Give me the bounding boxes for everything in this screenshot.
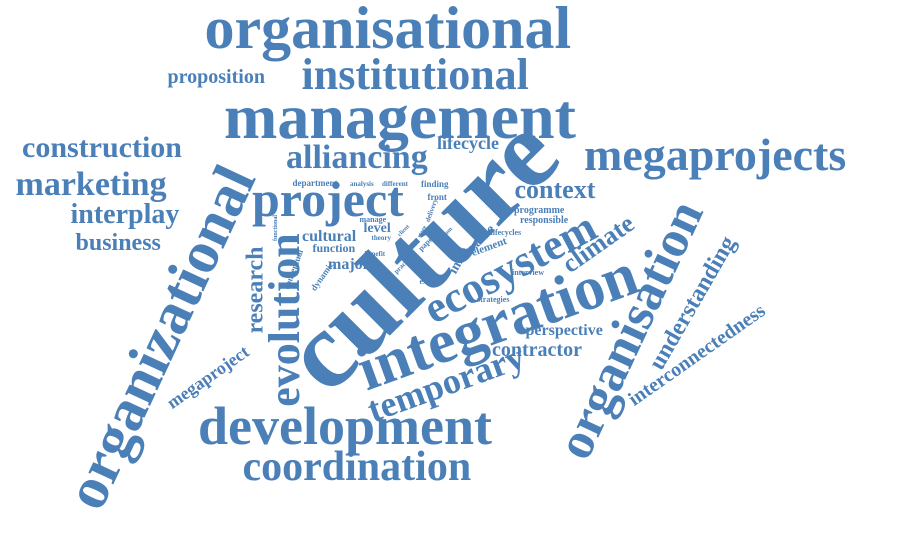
- word-manage: manage: [359, 215, 387, 224]
- word-finding: finding: [421, 178, 449, 189]
- word-level: level: [363, 221, 391, 236]
- word-analysis: analysis: [350, 179, 374, 188]
- word-institutional: institutional: [301, 50, 529, 99]
- word-proposition: proposition: [167, 66, 265, 88]
- word-perspective: perspective: [525, 322, 603, 339]
- word-extent: extent: [419, 277, 441, 286]
- word-different: different: [382, 179, 408, 188]
- word-construction: construction: [22, 131, 182, 164]
- word-cultural: cultural: [302, 228, 357, 245]
- word-management: management: [224, 81, 576, 152]
- word-context: context: [514, 175, 596, 204]
- word-interplay: interplay: [70, 199, 180, 230]
- word-strategies: strategies: [477, 295, 510, 304]
- word-project: project: [252, 171, 404, 227]
- word-functional: functional: [273, 214, 280, 242]
- word-responsible: responsible: [520, 215, 569, 226]
- word-business: business: [75, 230, 161, 256]
- word-programme: programme: [514, 205, 565, 216]
- word-front: front: [427, 191, 447, 202]
- word-development: development: [198, 396, 492, 456]
- word-interview: interview: [512, 268, 544, 277]
- word-lifecycles: lifecycles: [490, 228, 522, 237]
- word-lifecycle: lifecycle: [437, 133, 499, 153]
- word-coordination: coordination: [242, 444, 472, 490]
- word-theory: theory: [371, 233, 391, 242]
- word-department: department: [292, 177, 338, 188]
- word-benefit: benefit: [364, 249, 386, 258]
- word-major: major: [328, 256, 370, 273]
- word-organisational: organisational: [204, 0, 572, 61]
- word-marketing: marketing: [15, 166, 167, 203]
- word-contractor: contractor: [492, 339, 582, 361]
- word-megaprojects: megaprojects: [584, 129, 847, 180]
- word-function: function: [312, 241, 356, 255]
- word-alliancing: alliancing: [286, 139, 428, 176]
